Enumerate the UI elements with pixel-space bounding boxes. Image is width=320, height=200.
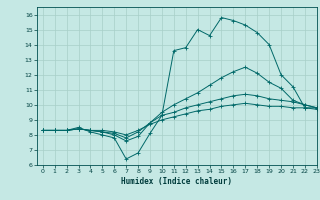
X-axis label: Humidex (Indice chaleur): Humidex (Indice chaleur) xyxy=(121,177,232,186)
